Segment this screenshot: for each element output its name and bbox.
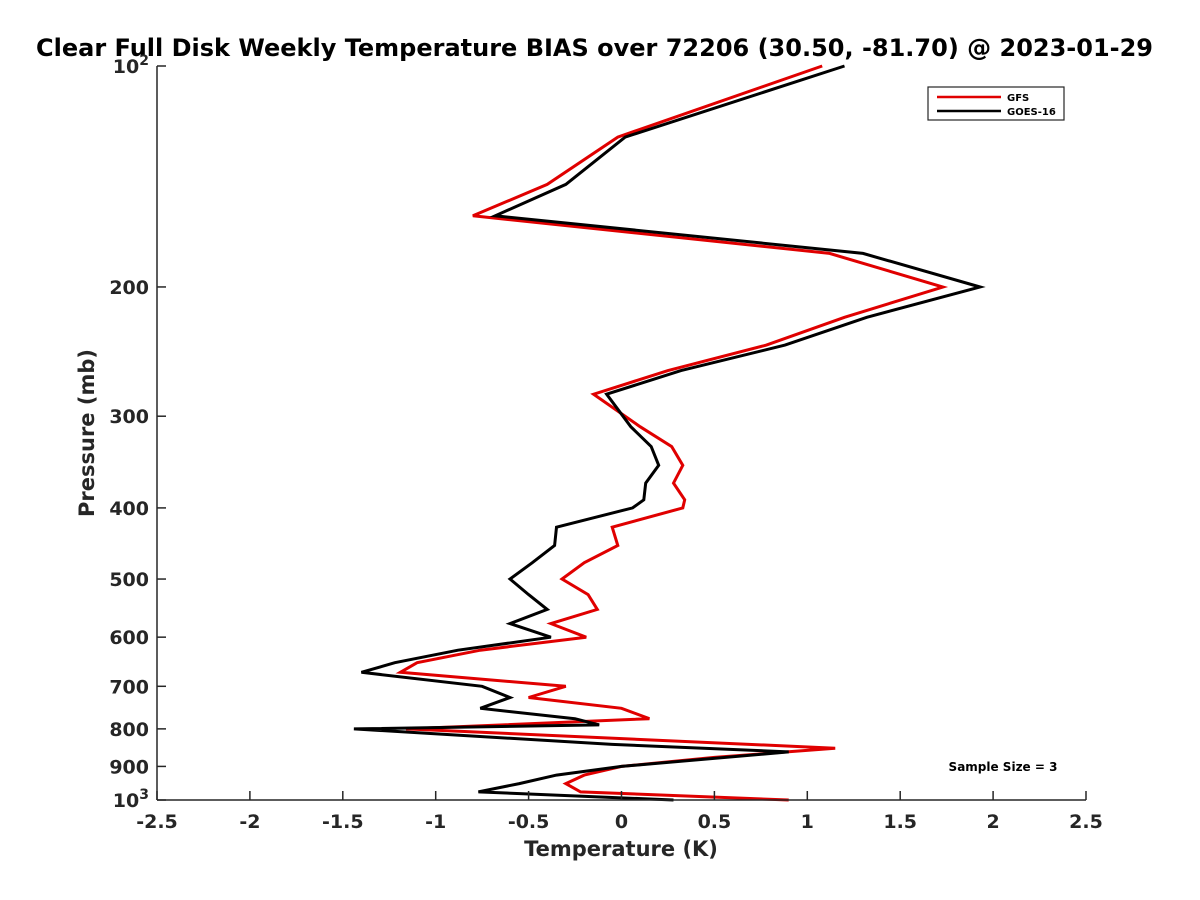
y-tick-label: 600	[109, 627, 149, 649]
x-tick-label: -1	[425, 811, 446, 833]
x-axis-label: Temperature (K)	[524, 837, 718, 861]
y-tick-label: 700	[109, 676, 149, 698]
chart-title: Clear Full Disk Weekly Temperature BIAS …	[36, 34, 1153, 62]
x-tick-label: 1.5	[883, 811, 917, 833]
y-tick-label: 500	[109, 569, 149, 591]
sample-size-annotation: Sample Size = 3	[949, 760, 1058, 774]
legend: GFS GOES-16	[927, 86, 1065, 121]
y-axis-label: Pressure (mb)	[75, 349, 99, 517]
legend-label-gfs: GFS	[1007, 93, 1029, 104]
x-tick-label: -1.5	[322, 811, 364, 833]
y-tick-label: 103	[113, 787, 149, 812]
x-tick-label: 0.5	[698, 811, 732, 833]
x-tick-label: 2.5	[1069, 811, 1103, 833]
x-tick-label: -2.5	[136, 811, 178, 833]
series-line-gfs	[395, 64, 949, 802]
y-tick-label: 200	[109, 277, 149, 299]
plot-area	[353, 64, 986, 802]
legend-box	[927, 86, 1065, 121]
x-tick-label: -0.5	[508, 811, 550, 833]
axes: -2.5 -2 -1.5 -1 -0.5 0 0.5 1 1.5 2 2.5 102 200 300 400…	[109, 53, 1103, 833]
legend-label-goes-16: GOES-16	[1007, 107, 1056, 118]
y-tick-label: 102	[113, 53, 149, 78]
series-line-goes-16	[353, 64, 986, 802]
y-tick-label: 400	[109, 498, 149, 520]
x-tick-label: 2	[986, 811, 999, 833]
x-tick-label: -2	[239, 811, 260, 833]
x-tick-label: 1	[801, 811, 814, 833]
y-tick-label: 800	[109, 719, 149, 741]
x-tick-label: 0	[615, 811, 628, 833]
y-tick-label: 300	[109, 406, 149, 428]
y-tick-label: 900	[109, 756, 149, 778]
